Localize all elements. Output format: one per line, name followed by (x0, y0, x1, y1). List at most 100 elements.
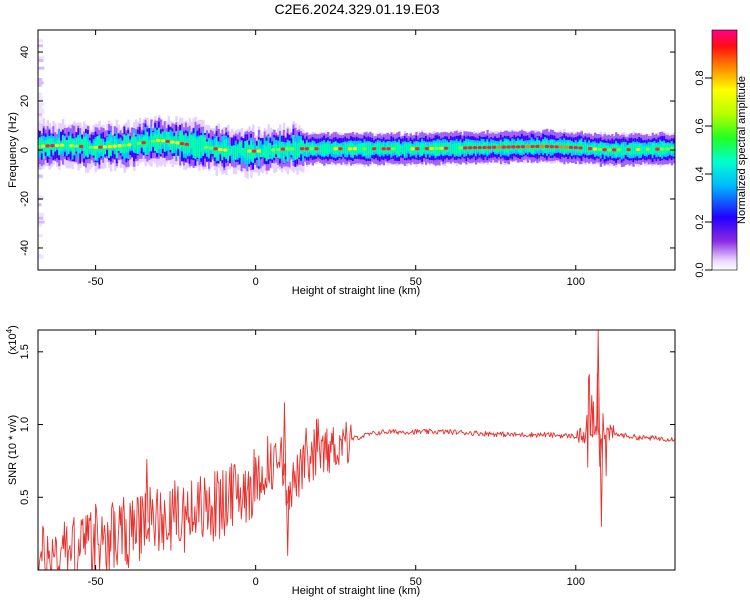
spectrogram-speckle (38, 95, 43, 99)
spectrogram-cell (344, 142, 347, 154)
spectrogram-cell (232, 146, 236, 159)
spectrogram-cell (136, 139, 140, 154)
spectrogram-x-ticks: -50 0 50 100 (88, 30, 585, 288)
spectrogram-cell (261, 148, 265, 157)
spectrogram-cell (94, 140, 98, 160)
spectrogram-cell (346, 144, 349, 155)
x-tick-label: -50 (88, 276, 104, 288)
colorbar-tick-label: 0.0 (694, 262, 706, 277)
snr-y-label: SNR (10 * v/v) (7, 415, 19, 485)
spectrogram-peak (40, 144, 46, 148)
spectrogram-cell (294, 141, 297, 160)
spectrogram-peak (79, 144, 84, 149)
spectrogram-cell (127, 133, 130, 153)
colorbar-ticks: 0.0 0.2 0.4 0.6 0.8 (694, 70, 712, 278)
spectrogram-cell (576, 143, 580, 153)
snr-plot (38, 330, 675, 570)
spectrogram-cell (359, 143, 363, 153)
spectrogram-cell (131, 137, 134, 146)
spectrogram-cell (198, 136, 201, 158)
spectrogram-speckle (38, 196, 45, 200)
spectrogram-cell (509, 142, 512, 151)
spectrogram-cell (236, 146, 240, 158)
colorbar-frame (711, 29, 738, 271)
spectrogram-cell (269, 143, 272, 155)
spectrogram-cell (221, 143, 224, 161)
spectrogram-cell (480, 143, 484, 154)
spectrogram-peak (175, 141, 180, 145)
spectrogram-cell (63, 138, 67, 150)
spectrogram-cell (119, 144, 122, 154)
spectrogram-cell (244, 141, 247, 158)
colorbar-tick-label: 0.6 (694, 118, 706, 133)
spectrogram-cell (98, 134, 101, 154)
spectrogram-peak (506, 145, 511, 149)
spectrogram-cell (586, 144, 589, 153)
x-tick-label: 50 (410, 576, 422, 588)
spectrogram-peak (107, 144, 113, 149)
spectrogram-peak (607, 148, 612, 152)
spectrogram-peak (463, 146, 468, 150)
snr-frame (37, 329, 676, 571)
spectrogram-speckle (38, 115, 43, 119)
spectrogram-cell (651, 143, 654, 155)
spectrogram-cell (423, 143, 426, 153)
spectrogram-peak (539, 144, 545, 148)
spectrogram-cell (538, 140, 541, 151)
spectrogram-peak (213, 147, 218, 151)
spectrogram-cell (286, 142, 290, 161)
spectrogram-cell (238, 141, 242, 154)
spectrogram-peak (434, 146, 439, 150)
spectrogram-cell (307, 142, 311, 153)
spectrogram-cell (225, 139, 228, 158)
spectrogram-peak (333, 147, 338, 151)
y-tick-label: -20 (19, 191, 31, 207)
spectrogram-speckle (38, 58, 44, 62)
spectrogram-peak (55, 143, 60, 148)
spectrogram-cell (384, 146, 388, 154)
spectrogram-peak (559, 145, 564, 149)
spectrogram-cell (634, 143, 637, 155)
x-tick-label: 100 (567, 576, 585, 588)
spectrogram-peak (458, 146, 463, 150)
spectrogram-cell (204, 137, 207, 151)
spectrogram-speckle (38, 112, 43, 116)
spectrogram-peak (597, 147, 602, 151)
spectrogram-speckle (38, 174, 43, 178)
spectrogram-speckle (38, 203, 42, 207)
spectrogram-cell (292, 135, 295, 157)
spectrogram-cell (86, 140, 90, 158)
spectrogram-peak (69, 144, 74, 148)
y-tick-label: 0.5 (19, 490, 31, 505)
spectrogram-cell (196, 139, 199, 156)
spectrogram-cell (209, 140, 213, 151)
x-tick-label: 50 (410, 276, 422, 288)
spectrogram-peak (386, 147, 391, 151)
spectrogram-speckle (38, 110, 45, 114)
spectrogram-peak (563, 145, 569, 149)
spectrogram-peak (477, 145, 482, 150)
spectrogram-cell (156, 135, 159, 153)
spectrogram-cell (77, 134, 80, 154)
spectrogram-cell (394, 142, 397, 153)
spectrogram-cell (328, 144, 332, 153)
spectrogram-cell (455, 143, 459, 156)
spectrogram-cell (252, 145, 255, 163)
spectrogram-speckle (38, 166, 42, 170)
spectrogram-speckle (38, 220, 45, 224)
spectrogram-cell (630, 143, 633, 155)
spectrogram-peak (290, 147, 295, 151)
spectrogram-speckle (38, 66, 45, 70)
spectrogram-cell (213, 145, 217, 158)
spectrogram-cell (40, 137, 44, 151)
spectrogram-cell (401, 145, 405, 154)
spectrogram-peak (155, 138, 161, 143)
spectrogram-peak (525, 145, 530, 149)
spectrogram-cell (375, 144, 378, 152)
spectrogram-cell (202, 135, 205, 156)
spectrogram-cell (148, 139, 151, 151)
spectrogram-peak (271, 148, 276, 152)
spectrogram-cell (302, 140, 305, 154)
spectrogram-peak (223, 148, 228, 152)
y-tick-label: 40 (19, 46, 31, 58)
